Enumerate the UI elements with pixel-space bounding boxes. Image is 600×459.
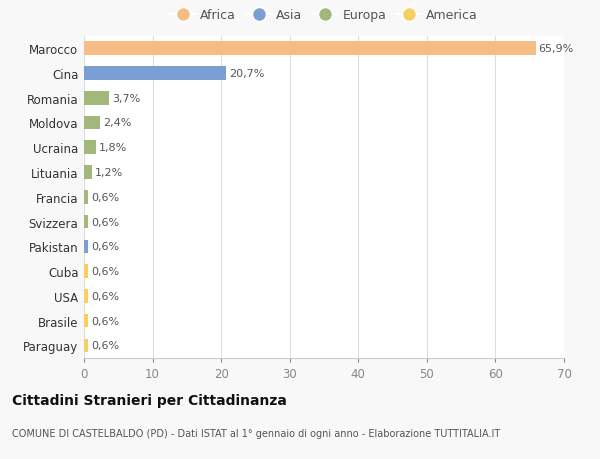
Bar [84, 42, 536, 56]
Text: 0,6%: 0,6% [91, 291, 119, 301]
Text: COMUNE DI CASTELBALDO (PD) - Dati ISTAT al 1° gennaio di ogni anno - Elaborazion: COMUNE DI CASTELBALDO (PD) - Dati ISTAT … [12, 428, 500, 438]
Text: 3,7%: 3,7% [112, 94, 140, 103]
Text: 2,4%: 2,4% [103, 118, 131, 128]
Bar [84, 265, 88, 278]
Text: Cittadini Stranieri per Cittadinanza: Cittadini Stranieri per Cittadinanza [12, 393, 287, 407]
Bar [84, 117, 100, 130]
Bar [84, 314, 88, 328]
Bar [84, 339, 88, 353]
Bar [84, 190, 88, 204]
Text: 0,6%: 0,6% [91, 217, 119, 227]
Text: 20,7%: 20,7% [229, 69, 264, 79]
Text: 0,6%: 0,6% [91, 192, 119, 202]
Bar [84, 141, 97, 155]
Text: 0,6%: 0,6% [91, 267, 119, 276]
Text: 1,2%: 1,2% [95, 168, 123, 178]
Bar [84, 290, 88, 303]
Text: 0,6%: 0,6% [91, 242, 119, 252]
Bar [84, 240, 88, 253]
Bar [84, 166, 92, 179]
Legend: Africa, Asia, Europa, America: Africa, Asia, Europa, America [165, 5, 483, 28]
Bar [84, 67, 226, 81]
Text: 0,6%: 0,6% [91, 316, 119, 326]
Text: 0,6%: 0,6% [91, 341, 119, 351]
Bar [84, 215, 88, 229]
Text: 1,8%: 1,8% [99, 143, 127, 153]
Bar [84, 92, 109, 105]
Text: 65,9%: 65,9% [539, 44, 574, 54]
